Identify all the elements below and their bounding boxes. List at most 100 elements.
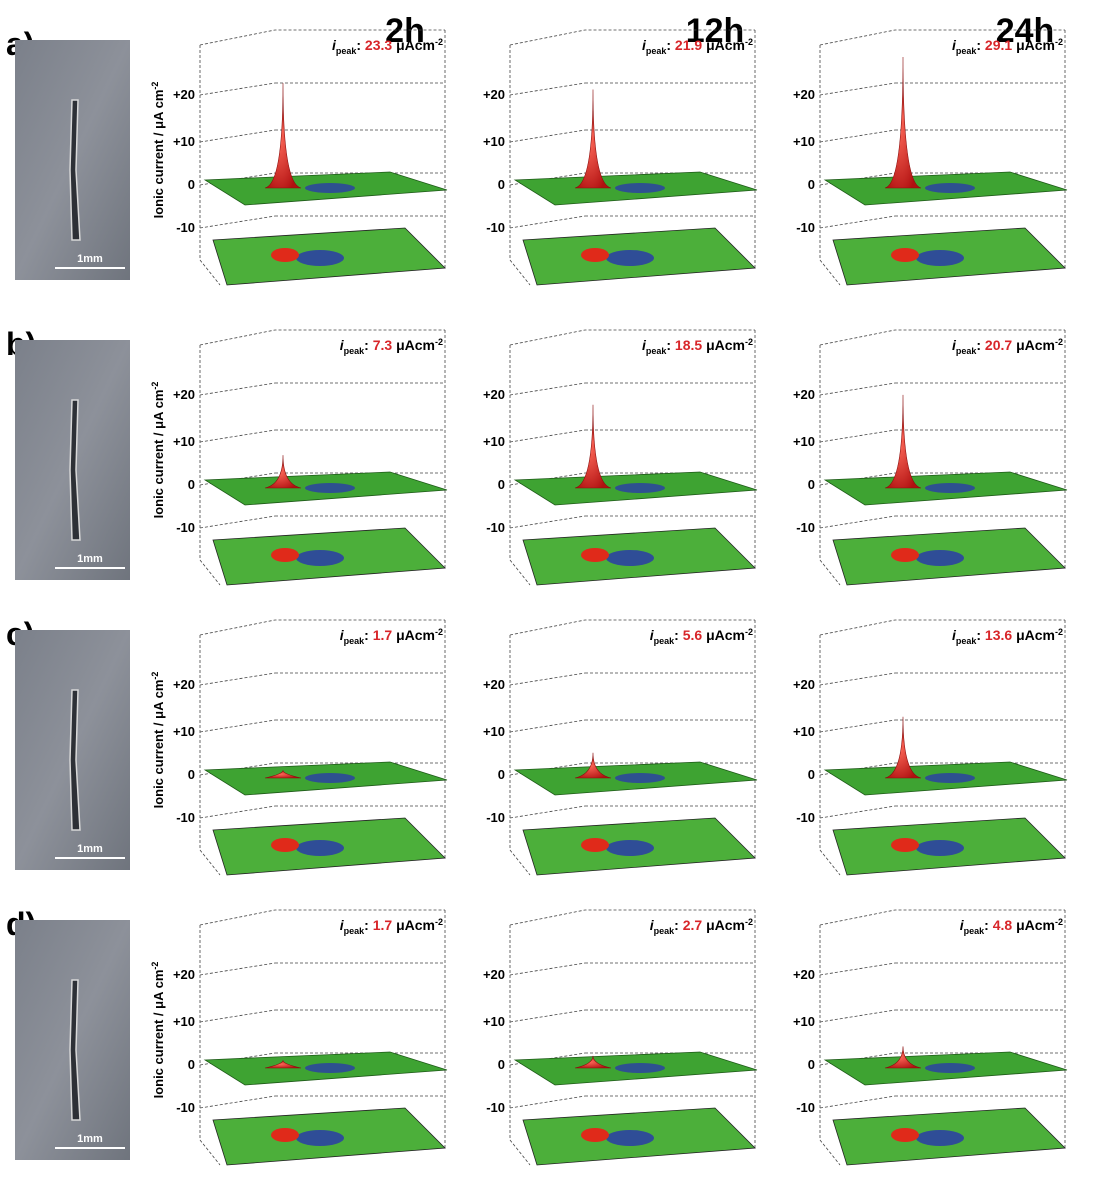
floor-blob [296, 840, 344, 856]
peak-label: ipeak: 2.7 μAcm-2 [650, 917, 753, 936]
peak-value: 21.9 [675, 37, 702, 53]
y-tick-label: -10 [796, 220, 815, 235]
y-tick-label: 0 [498, 1057, 505, 1072]
peak-unit-exp: -2 [1055, 917, 1063, 927]
peak [884, 1046, 922, 1069]
surface-blob [925, 1063, 975, 1073]
peak-value: 7.3 [373, 337, 393, 353]
y-tick-label: -10 [486, 810, 505, 825]
peak-value: 29.1 [985, 37, 1012, 53]
peak-symbol: i [650, 917, 655, 933]
peak-value: 13.6 [985, 627, 1012, 643]
peak-unit-exp: -2 [745, 37, 753, 47]
peak [264, 455, 302, 489]
y-tick-label: +20 [483, 967, 505, 982]
peak-unit-exp: -2 [745, 627, 753, 637]
grid-line [199, 672, 276, 686]
surface-blob [615, 1063, 665, 1073]
peak-value: 1.7 [373, 627, 393, 643]
floor-blob [916, 840, 964, 856]
peak-value: 23.3 [365, 37, 392, 53]
surface-blob [925, 183, 975, 193]
peak [264, 1060, 302, 1069]
box-frame [819, 909, 1066, 1166]
peak-subscript: peak [344, 346, 366, 356]
peak-colon: : [356, 37, 365, 53]
y-tick-label: -10 [176, 220, 195, 235]
peak-colon: : [984, 917, 993, 933]
peak-symbol: i [332, 37, 337, 53]
grid-line [819, 82, 896, 96]
panel: +20 +10 0 -10 ipeak: 1.7 μAcm-2 [173, 909, 448, 1166]
box-frame [819, 29, 1066, 286]
peak-unit-exp: -2 [745, 337, 753, 347]
grid-line [819, 805, 896, 819]
peak-label: ipeak: 5.6 μAcm-2 [650, 627, 753, 646]
peak [264, 83, 302, 189]
y-tick-label: +10 [173, 434, 195, 449]
y-tick-label: +20 [793, 677, 815, 692]
grid-line [509, 962, 586, 976]
axis-label: Ionic current / μA cm-2 [150, 962, 166, 1099]
y-tick-label: +20 [793, 387, 815, 402]
peak-unit-exp: -2 [435, 337, 443, 347]
grid-line [509, 129, 586, 143]
scale-bar-label: 1mm [77, 253, 103, 265]
y-tick-label: +10 [793, 1014, 815, 1029]
peak-unit-exp: -2 [1055, 627, 1063, 637]
y-tick-label: +20 [173, 967, 195, 982]
peak-value: 18.5 [675, 337, 702, 353]
floor-blob [296, 550, 344, 566]
peak-colon: : [364, 627, 373, 643]
peak-label: ipeak: 23.3 μAcm-2 [332, 37, 443, 56]
peak-unit: μAcm [396, 627, 435, 643]
y-tick-label: 0 [808, 767, 815, 782]
peak-label: ipeak: 29.1 μAcm-2 [952, 37, 1063, 56]
y-tick-label: -10 [796, 810, 815, 825]
peak [574, 752, 612, 779]
peak-label: ipeak: 20.7 μAcm-2 [952, 337, 1063, 356]
y-tick-label: 0 [188, 767, 195, 782]
box-frame [199, 909, 446, 1166]
panel: +20 +10 0 -10 ipeak: 23.3 μAcm-2 [173, 29, 448, 286]
y-tick-label: 0 [808, 1057, 815, 1072]
surface-blob [305, 773, 355, 783]
peak-symbol: i [642, 37, 647, 53]
floor-blob [891, 548, 919, 562]
y-tick-label: +20 [173, 87, 195, 102]
grid-line [509, 215, 586, 229]
peak-value: 4.8 [993, 917, 1013, 933]
peak-subscript: peak [964, 926, 986, 936]
y-tick-label: +20 [173, 387, 195, 402]
peak-subscript: peak [336, 46, 358, 56]
peak-subscript: peak [646, 46, 668, 56]
floor-blob [271, 838, 299, 852]
y-tick-label: -10 [796, 1100, 815, 1115]
peak [574, 404, 612, 489]
floor-blob [581, 1128, 609, 1142]
floor-blob [606, 840, 654, 856]
axis-label-exp: -2 [150, 672, 160, 680]
floor-blob [581, 248, 609, 262]
peak-symbol: i [650, 627, 655, 643]
axis-label: Ionic current / μA cm-2 [150, 82, 166, 219]
peak-unit-exp: -2 [435, 37, 443, 47]
surface-blob [305, 1063, 355, 1073]
y-tick-label: 0 [498, 477, 505, 492]
floor-blob [606, 250, 654, 266]
y-tick-label: -10 [796, 520, 815, 535]
peak-unit: μAcm [396, 37, 435, 53]
peak-unit: μAcm [396, 337, 435, 353]
floor-blob [891, 838, 919, 852]
floor-blob [581, 838, 609, 852]
y-tick-label: 0 [188, 1057, 195, 1072]
peak-symbol: i [952, 37, 957, 53]
y-tick-label: 0 [808, 477, 815, 492]
grid-line [199, 962, 276, 976]
column-title: 2h [385, 12, 425, 50]
peak-colon: : [674, 917, 683, 933]
grid-line [509, 82, 586, 96]
y-tick-label: +20 [173, 677, 195, 692]
